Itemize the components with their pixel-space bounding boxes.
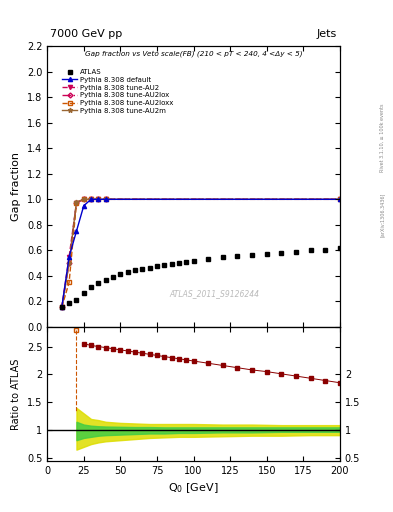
Text: Gap fraction vs Veto scale(FB) (210 < pT < 240, 4 <Δy < 5): Gap fraction vs Veto scale(FB) (210 < pT… [85, 50, 302, 57]
ATLAS [81, 290, 86, 296]
ATLAS [147, 265, 152, 271]
ATLAS [264, 250, 269, 257]
Line: ATLAS: ATLAS [59, 246, 342, 310]
ATLAS [154, 263, 159, 269]
ATLAS [191, 258, 196, 264]
ATLAS [111, 273, 116, 280]
ATLAS [235, 253, 240, 259]
Text: [arXiv:1306.3436]: [arXiv:1306.3436] [380, 193, 384, 237]
ATLAS [323, 247, 328, 253]
ATLAS [67, 301, 72, 307]
ATLAS [118, 271, 123, 277]
Text: Rivet 3.1.10, ≥ 100k events: Rivet 3.1.10, ≥ 100k events [380, 104, 384, 173]
ATLAS [184, 259, 189, 265]
ATLAS [279, 250, 284, 256]
Text: 7000 GeV pp: 7000 GeV pp [50, 29, 122, 39]
ATLAS [103, 276, 108, 283]
ATLAS [250, 252, 255, 258]
ATLAS [169, 261, 174, 267]
ATLAS [96, 280, 101, 286]
Y-axis label: Ratio to ATLAS: Ratio to ATLAS [11, 358, 21, 430]
ATLAS [125, 269, 130, 275]
ATLAS [338, 245, 342, 251]
ATLAS [133, 267, 138, 273]
ATLAS [89, 284, 94, 290]
X-axis label: Q$_0$ [GeV]: Q$_0$ [GeV] [168, 481, 219, 495]
ATLAS [294, 249, 298, 255]
ATLAS [176, 260, 181, 266]
Y-axis label: Gap fraction: Gap fraction [11, 152, 21, 221]
ATLAS [220, 254, 225, 261]
Text: ATLAS_2011_S9126244: ATLAS_2011_S9126244 [169, 289, 259, 298]
ATLAS [140, 266, 145, 272]
ATLAS [59, 304, 64, 310]
ATLAS [206, 257, 211, 263]
ATLAS [74, 296, 79, 303]
Text: Jets: Jets [317, 29, 337, 39]
ATLAS [308, 247, 313, 253]
Legend: ATLAS, Pythia 8.308 default, Pythia 8.308 tune-AU2, Pythia 8.308 tune-AU2lox, Py: ATLAS, Pythia 8.308 default, Pythia 8.30… [59, 67, 176, 117]
ATLAS [162, 262, 167, 268]
